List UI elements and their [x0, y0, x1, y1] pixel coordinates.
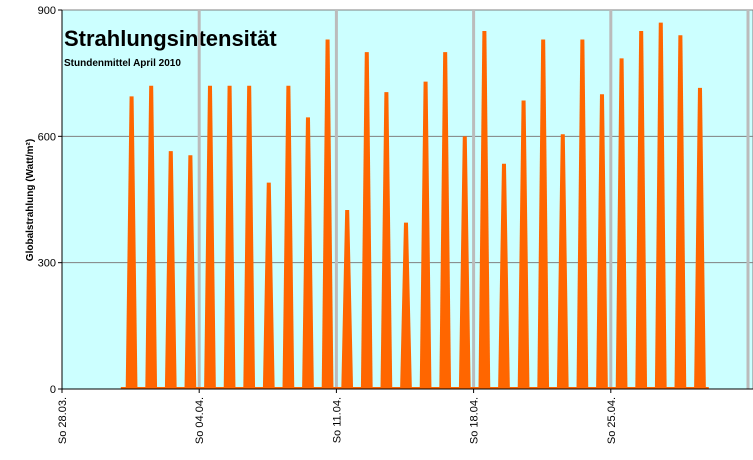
radiation-peak — [243, 85, 256, 390]
radiation-peak — [282, 85, 295, 390]
radiation-peak — [302, 117, 314, 389]
x-tick-label: So 28.03. — [57, 397, 69, 444]
radiation-peak — [400, 222, 412, 389]
radiation-peak — [458, 136, 471, 389]
x-tick-label: So 25.04. — [606, 397, 618, 444]
x-tick-label: So 11.04. — [331, 397, 343, 443]
radiation-peak — [380, 92, 393, 389]
y-axis-label: Globalstrahlung (Watt/m²) — [25, 139, 36, 261]
radiation-peak — [654, 22, 667, 390]
radiation-peak — [517, 100, 530, 390]
radiation-peak — [184, 155, 197, 389]
radiation-peak — [145, 85, 158, 390]
radiation-peak — [694, 87, 706, 390]
radiation-peak — [341, 210, 354, 389]
radiation-peak — [439, 52, 452, 389]
radiation-peak — [419, 81, 432, 389]
radiation-peak — [596, 94, 608, 389]
radiation-peak — [360, 52, 373, 389]
radiation-peak — [537, 39, 550, 389]
radiation-peak — [478, 31, 491, 390]
radiation-peak — [125, 96, 138, 390]
radiation-peak — [635, 31, 648, 390]
x-tick-label: So 18.04. — [469, 397, 481, 444]
radiation-peak — [204, 85, 216, 390]
y-tick-label: 600 — [38, 131, 56, 143]
x-tick-label: So 04.04. — [194, 397, 206, 444]
radiation-peak — [615, 58, 628, 390]
y-tick-label: 300 — [38, 258, 56, 270]
chart-subtitle: Stundenmittel April 2010 — [64, 58, 181, 69]
radiation-peak — [576, 39, 589, 389]
radiation-peak — [164, 151, 177, 389]
radiation-peak — [556, 134, 569, 389]
radiation-peak — [674, 35, 687, 390]
chart-title: Strahlungsintensität — [64, 26, 277, 51]
radiation-peak — [262, 182, 275, 389]
radiation-peak — [223, 85, 236, 390]
radiation-peak — [498, 163, 510, 389]
y-tick-label: 0 — [50, 384, 56, 396]
radiation-peak — [321, 39, 334, 389]
y-tick-label: 900 — [38, 5, 56, 17]
